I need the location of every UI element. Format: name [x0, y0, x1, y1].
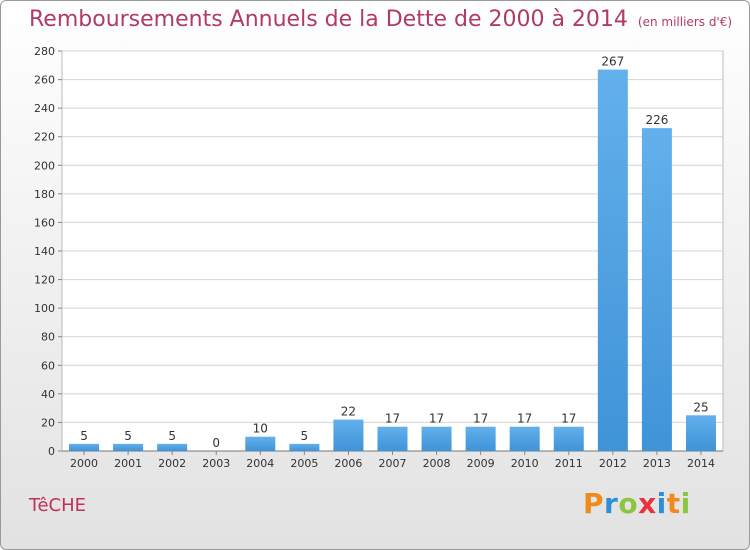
y-tick-label: 20 [41, 416, 55, 429]
bar-value-label: 267 [601, 55, 624, 69]
chart-unit: (en milliers d'€) [637, 15, 733, 29]
bar-value-label: 5 [301, 429, 309, 443]
y-tick-label: 260 [34, 74, 55, 87]
y-tick-label: 0 [48, 445, 55, 458]
x-tick-label: 2000 [70, 457, 98, 470]
y-tick-label: 240 [34, 102, 55, 115]
y-tick-label: 40 [41, 388, 55, 401]
x-tick-label: 2011 [555, 457, 583, 470]
bar [465, 426, 496, 451]
bar [553, 426, 584, 451]
bar-value-label: 17 [429, 412, 444, 426]
bar-value-label: 17 [517, 412, 532, 426]
bar [421, 426, 452, 451]
place-name: TêCHE [29, 495, 87, 516]
bar-value-label: 5 [124, 429, 132, 443]
bar [685, 415, 716, 451]
logo-letter: t [666, 487, 681, 520]
logo-letter: i [680, 487, 691, 520]
bar [333, 419, 364, 451]
x-tick-label: 2005 [290, 457, 318, 470]
y-tick-label: 140 [34, 245, 55, 258]
bar-value-label: 17 [385, 412, 400, 426]
bar-value-label: 25 [693, 400, 708, 414]
x-tick-label: 2009 [467, 457, 495, 470]
logo-letter: i [656, 487, 667, 520]
bar [69, 443, 100, 451]
x-tick-label: 2006 [334, 457, 362, 470]
bar-value-label: 226 [645, 113, 668, 127]
bar [597, 69, 628, 452]
bar [509, 426, 540, 451]
bar-value-label: 0 [212, 436, 220, 450]
x-tick-label: 2014 [687, 457, 715, 470]
y-tick-label: 120 [34, 274, 55, 287]
chart-title: Remboursements Annuels de la Dette de 20… [29, 7, 732, 32]
y-tick-label: 200 [34, 159, 55, 172]
x-tick-label: 2004 [246, 457, 274, 470]
bar [289, 443, 320, 451]
x-tick-label: 2010 [511, 457, 539, 470]
logo-letter: o [618, 487, 639, 520]
x-tick-label: 2002 [158, 457, 186, 470]
logo-letter: r [604, 487, 619, 520]
bar-value-label: 5 [80, 429, 88, 443]
y-tick-label: 80 [41, 331, 55, 344]
x-tick-label: 2001 [114, 457, 142, 470]
x-tick-label: 2013 [643, 457, 671, 470]
bar [641, 128, 672, 451]
y-tick-label: 280 [34, 45, 55, 58]
bar-value-label: 17 [473, 412, 488, 426]
bar-value-label: 17 [561, 412, 576, 426]
logo-letter: P [583, 487, 605, 520]
x-tick-label: 2003 [202, 457, 230, 470]
logo-letter: x [638, 487, 657, 520]
x-tick-label: 2007 [379, 457, 407, 470]
y-tick-label: 180 [34, 188, 55, 201]
x-tick-label: 2008 [423, 457, 451, 470]
x-tick-label: 2012 [599, 457, 627, 470]
bar-value-label: 5 [168, 429, 176, 443]
proxiti-logo: Proxiti [583, 487, 691, 520]
bar [377, 426, 408, 451]
bar [113, 443, 144, 451]
bar [245, 436, 276, 451]
bar-value-label: 10 [253, 422, 268, 436]
bar-value-label: 22 [341, 405, 356, 419]
y-tick-label: 160 [34, 216, 55, 229]
y-tick-label: 60 [41, 359, 55, 372]
bar [157, 443, 188, 451]
chart-title-text: Remboursements Annuels de la Dette de 20… [29, 7, 628, 32]
y-tick-label: 220 [34, 131, 55, 144]
y-tick-label: 100 [34, 302, 55, 315]
